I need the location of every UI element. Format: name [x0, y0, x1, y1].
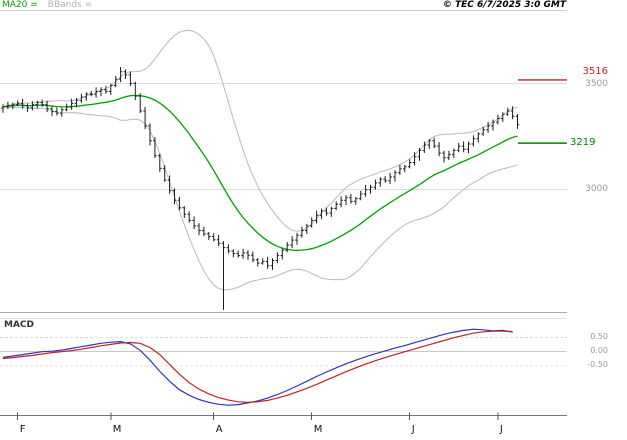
- bollinger-lower-line: [2, 106, 518, 291]
- month-label: F: [20, 424, 26, 435]
- month-label: M: [314, 424, 323, 435]
- month-label: A: [216, 424, 223, 435]
- price-level-low-label: 3219: [570, 137, 596, 148]
- price-grid-3000-label: 3000: [585, 184, 608, 194]
- macd-macd-line: [2, 328, 513, 406]
- ma20-line: [2, 94, 518, 251]
- macd-grid-upper-label: 0.50: [590, 332, 608, 341]
- macd-grid-zero-label: 0.00: [590, 346, 608, 355]
- candlesticks: [1, 67, 520, 310]
- macd-grid-lower-label: -0.50: [587, 360, 608, 369]
- price-grid-3500-label: 3500: [585, 79, 608, 89]
- price-level-high-label: 3516: [582, 66, 608, 77]
- macd-title: MACD: [4, 320, 34, 330]
- bollinger-upper-line: [2, 29, 518, 232]
- bbands-legend-label: BBands =: [47, 0, 93, 10]
- ma20-legend-label: MA20 =: [2, 0, 38, 10]
- month-label: J: [411, 424, 415, 435]
- macd-signal-line: [2, 330, 513, 403]
- month-label: J: [499, 424, 503, 435]
- month-label: M: [113, 424, 122, 435]
- chart-legend: MA20 = BBands =: [2, 0, 92, 11]
- copyright-text: © TEC 6/7/2025 3:0 GMT: [442, 0, 566, 10]
